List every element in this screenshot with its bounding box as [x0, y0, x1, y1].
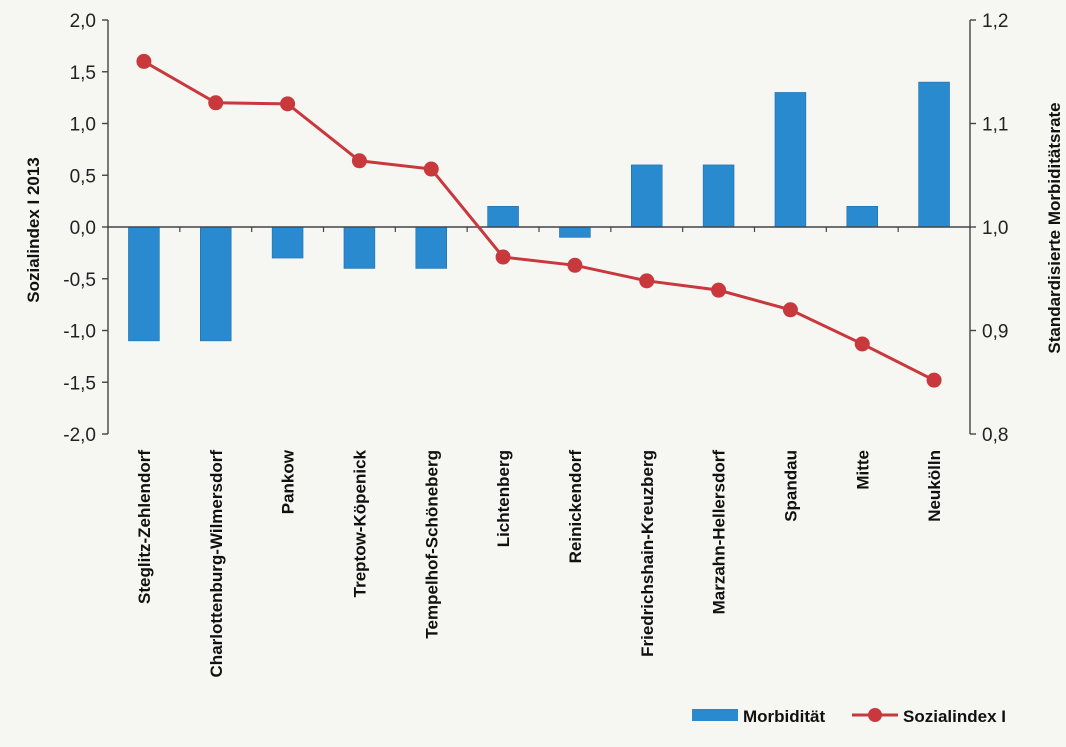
line-series	[136, 53, 942, 388]
legend-label-morbiditaet: Morbidität	[743, 707, 825, 726]
bar-morbiditaet	[487, 206, 519, 228]
bar-series	[128, 81, 950, 342]
legend-swatch-morbiditaet	[692, 709, 738, 721]
point-sozialindex	[351, 153, 367, 169]
bar-morbiditaet	[415, 226, 447, 269]
category-label: Neukölln	[925, 450, 944, 522]
line-sozialindex	[143, 60, 935, 382]
point-sozialindex	[854, 336, 870, 352]
category-label: Lichtenberg	[494, 450, 513, 547]
category-label: Friedrichshain-Kreuzberg	[638, 450, 657, 657]
category-labels: Steglitz-Zehlendorf Charlottenburg-Wilmer…	[135, 449, 944, 677]
category-label: Tempelhof-Schöneberg	[422, 450, 441, 639]
point-sozialindex	[136, 53, 152, 69]
bar-morbiditaet	[631, 164, 663, 228]
legend-marker-sozialindex	[868, 708, 882, 722]
point-sozialindex	[926, 372, 942, 388]
bar-morbiditaet	[918, 81, 950, 228]
left-tick-label: -2,0	[63, 425, 96, 446]
bar-morbiditaet	[774, 92, 807, 228]
point-sozialindex	[567, 257, 583, 273]
legend: Morbidität Sozialindex I	[692, 707, 1006, 726]
left-axis-ticks: 2,0 1,5 1,0 0,5 0,0 -0,5 -1,0 -1,5 -2,0	[63, 11, 108, 446]
left-tick-label: -0,5	[63, 270, 96, 291]
category-label: Spandau	[781, 450, 800, 522]
left-tick-label: 0,0	[70, 218, 96, 239]
right-axis-ticks: 1,2 1,1 1,0 0,9 0,8	[970, 11, 1008, 446]
point-sozialindex	[711, 282, 727, 298]
right-axis-title: Standardisierte Morbiditätsrate	[1045, 102, 1064, 353]
point-sozialindex	[495, 249, 511, 265]
bar-morbiditaet	[200, 226, 232, 342]
legend-label-sozialindex: Sozialindex I	[903, 707, 1006, 726]
bar-morbiditaet	[702, 164, 735, 228]
bar-morbiditaet	[343, 226, 376, 269]
right-tick-label: 0,8	[982, 425, 1008, 446]
category-label: Reinickendorf	[566, 450, 585, 564]
right-tick-label: 1,0	[982, 218, 1008, 239]
category-label: Mitte	[853, 450, 872, 490]
left-tick-label: -1,5	[63, 373, 96, 394]
point-sozialindex	[782, 302, 798, 318]
category-label: Steglitz-Zehlendorf	[135, 450, 154, 604]
left-axis-title: Sozialindex I 2013	[24, 157, 43, 303]
left-tick-label: -1,0	[63, 322, 96, 343]
bar-morbiditaet	[271, 226, 304, 259]
left-tick-label: 2,0	[70, 11, 96, 32]
category-label: Pankow	[279, 449, 298, 514]
category-label: Charlottenburg-Wilmersdorf	[207, 450, 226, 678]
point-sozialindex	[280, 96, 296, 112]
left-tick-label: 1,0	[70, 115, 96, 136]
right-tick-label: 1,1	[982, 115, 1008, 136]
point-sozialindex	[208, 95, 224, 111]
right-tick-label: 0,9	[982, 322, 1008, 343]
bar-morbiditaet	[128, 226, 160, 342]
category-label: Treptow-Köpenick	[350, 449, 369, 597]
point-sozialindex	[639, 273, 655, 289]
bar-morbiditaet	[846, 206, 878, 228]
right-tick-label: 1,2	[982, 11, 1008, 32]
bar-morbiditaet	[559, 226, 591, 238]
left-tick-label: 0,5	[70, 166, 96, 187]
left-tick-label: 1,5	[70, 63, 96, 84]
point-sozialindex	[423, 161, 439, 177]
category-label: Marzahn-Hellersdorf	[710, 450, 729, 615]
